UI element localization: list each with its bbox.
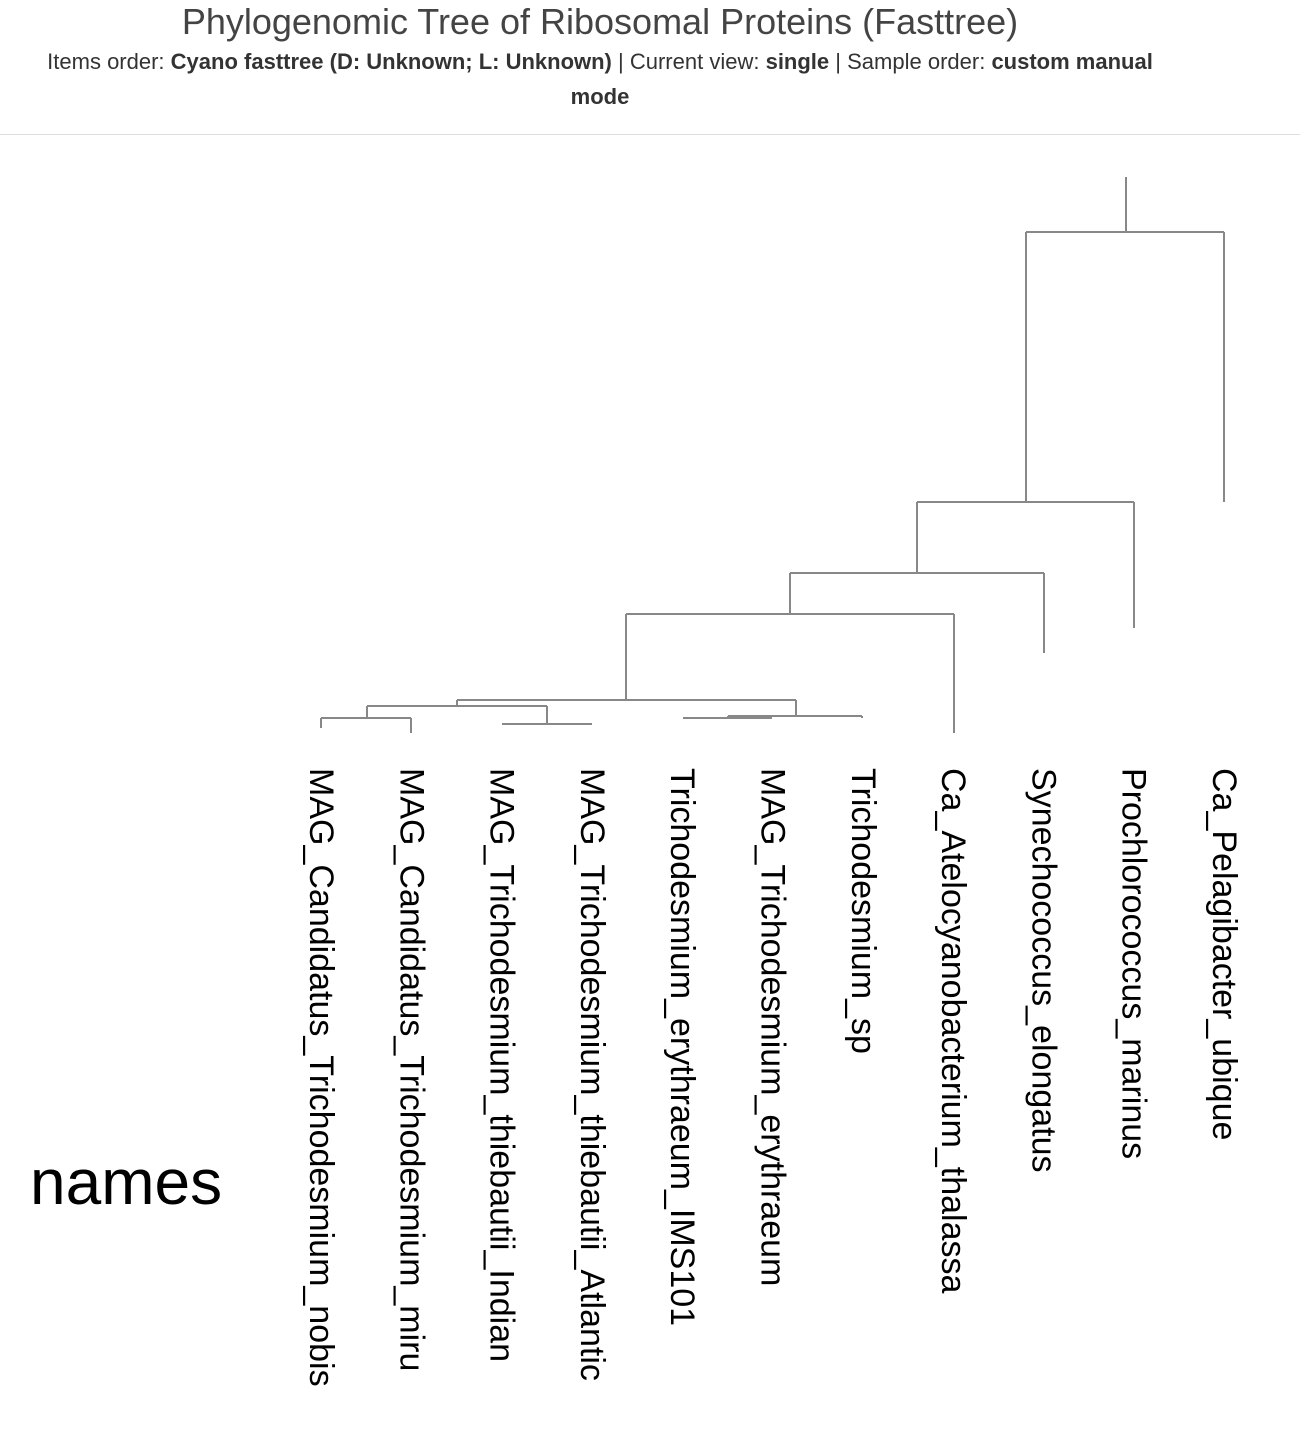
- leaf-label: MAG_Trichodesmium_thiebautii_Atlantic: [573, 768, 611, 1381]
- leaf-label: MAG_Candidatus_Trichodesmium_miru: [392, 768, 430, 1371]
- layer-name: names: [30, 1146, 222, 1218]
- title: Phylogenomic Tree of Ribosomal Proteins …: [181, 1, 1019, 42]
- info-value: custom manual mode: [570, 49, 1153, 109]
- info-label: Items order:: [47, 49, 165, 74]
- info-value: single: [765, 49, 830, 74]
- leaf-label: MAG_Trichodesmium_thiebautii_Indian: [483, 768, 521, 1362]
- leaf-label: Ca_Pelagibacter_ubique: [1205, 768, 1243, 1140]
- leaf-label: Prochlorococcus_marinus: [1115, 768, 1153, 1159]
- leaf-label: Trichodesmium_sp: [844, 768, 882, 1054]
- leaf-labels: MAG_Candidatus_Trichodesmium_nobis MAG_Ca…: [302, 768, 1243, 1387]
- separator: |: [618, 49, 624, 74]
- separator: |: [835, 49, 841, 74]
- info-label: Current view:: [629, 49, 760, 74]
- tree-branches: [320, 177, 1225, 733]
- header: Phylogenomic Tree of Ribosomal Proteins …: [0, 0, 1200, 114]
- info-label: Sample order:: [847, 49, 986, 74]
- leaf-label: Synechococcus_elongatus: [1024, 768, 1062, 1173]
- leaf-label: MAG_Candidatus_Trichodesmium_nobis: [302, 768, 340, 1387]
- leaf-label: Ca_Atelocyanobacterium_thalassa: [934, 768, 972, 1294]
- info: Items order: Cyano fasttree (D: Unknown;…: [0, 44, 1200, 114]
- info-value: Cyano fasttree (D: Unknown; L: Unknown): [170, 49, 612, 74]
- leaf-label: Trichodesmium_erythraeum_IMS101: [663, 768, 701, 1326]
- leaf-label: MAG_Trichodesmium_erythraeum: [754, 768, 792, 1286]
- divider: [0, 134, 1300, 135]
